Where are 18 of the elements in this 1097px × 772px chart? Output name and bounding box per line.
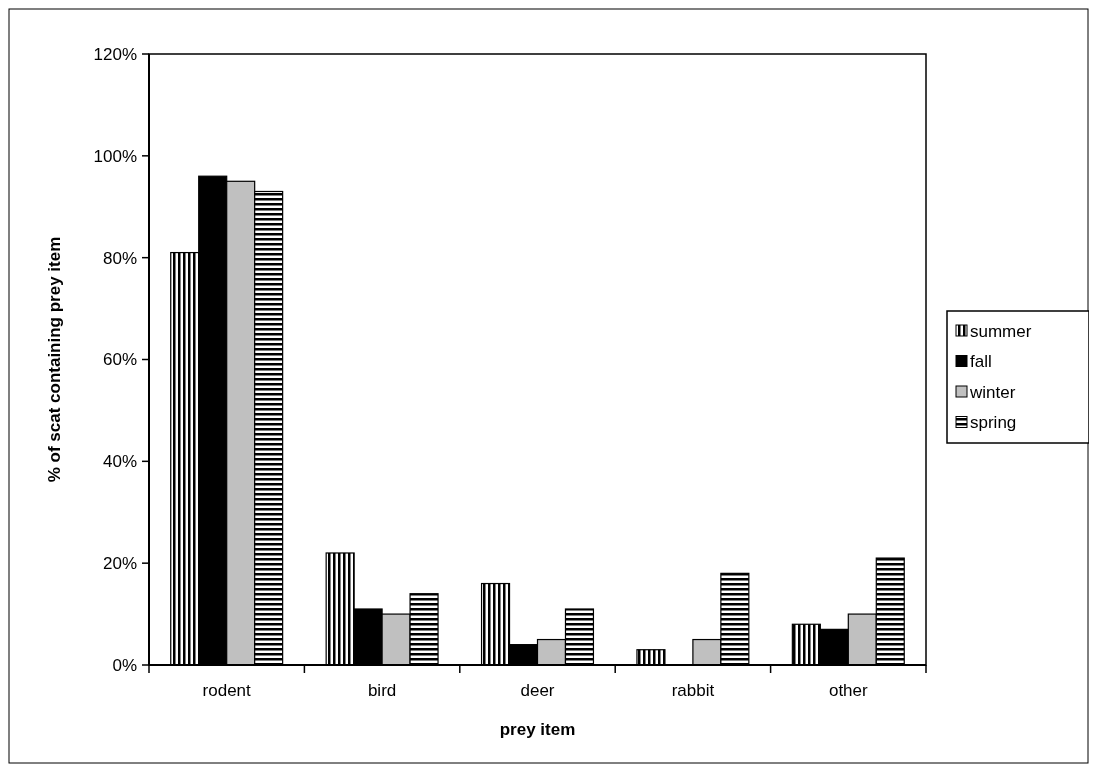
legend-label: winter [969, 382, 1016, 402]
x-axis-title: prey item [499, 720, 576, 739]
x-tick-label: deer [520, 681, 555, 700]
y-tick-label: 80% [102, 248, 137, 268]
y-tick-label: 20% [102, 554, 137, 574]
y-tick-label: 120% [93, 44, 137, 64]
x-tick-label: other [828, 681, 869, 700]
legend-label: summer [970, 321, 1032, 341]
x-tick-label: rodent [202, 681, 252, 700]
y-tick-label: 40% [102, 452, 137, 472]
y-tick-label: 0% [112, 655, 137, 675]
y-tick-label: 60% [102, 350, 137, 370]
legend-label: fall [970, 352, 992, 372]
legend-label: spring [970, 413, 1017, 433]
x-tick-label: bird [367, 681, 397, 700]
y-axis-title: % of scat containing prey item [45, 236, 64, 483]
y-tick-label: 100% [93, 146, 137, 166]
x-tick-label: rabbit [671, 681, 715, 700]
